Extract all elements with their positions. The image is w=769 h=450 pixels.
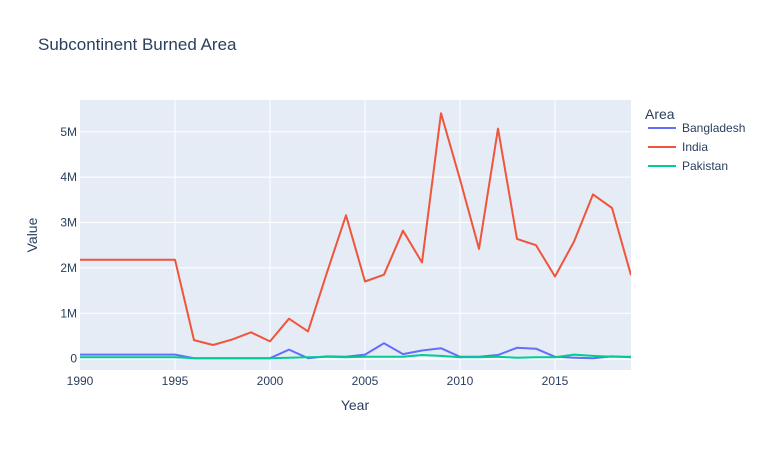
x-tick-label: 2015: [542, 374, 569, 388]
x-tick-label: 1990: [67, 374, 94, 388]
y-tick-label: 4M: [60, 170, 77, 184]
y-axis-title: Value: [24, 217, 40, 252]
x-tick-label: 2005: [352, 374, 379, 388]
legend-label-india: India: [682, 140, 708, 154]
plot-area: [80, 100, 631, 370]
x-tick-label: 2010: [447, 374, 474, 388]
series-lines: [80, 112, 631, 360]
chart-title: Subcontinent Burned Area: [38, 35, 237, 54]
y-tick-label: 0: [70, 352, 77, 366]
series-line-bangladesh: [80, 342, 631, 360]
x-tick-label: 1995: [162, 374, 189, 388]
legend-title: Area: [645, 106, 675, 122]
legend-label-pakistan: Pakistan: [682, 159, 728, 173]
gridlines: [80, 100, 631, 370]
x-axis-ticks: 1990 1995 2000 2005 2010 2015: [67, 374, 569, 388]
x-axis-title: Year: [341, 397, 370, 413]
y-axis-ticks: 0 1M 2M 3M 4M 5M: [60, 125, 77, 366]
y-tick-label: 1M: [60, 306, 77, 320]
legend-label-bangladesh: Bangladesh: [682, 121, 745, 135]
plot-clip: [80, 112, 631, 360]
series-line-pakistan: [80, 353, 631, 360]
legend-items: Bangladesh India Pakistan: [648, 121, 745, 173]
x-tick-label: 2000: [257, 374, 284, 388]
y-tick-label: 3M: [60, 216, 77, 230]
y-tick-label: 2M: [60, 261, 77, 275]
series-line-india: [80, 112, 631, 346]
legend: Area Bangladesh India Pakistan: [645, 106, 745, 173]
y-tick-label: 5M: [60, 125, 77, 139]
